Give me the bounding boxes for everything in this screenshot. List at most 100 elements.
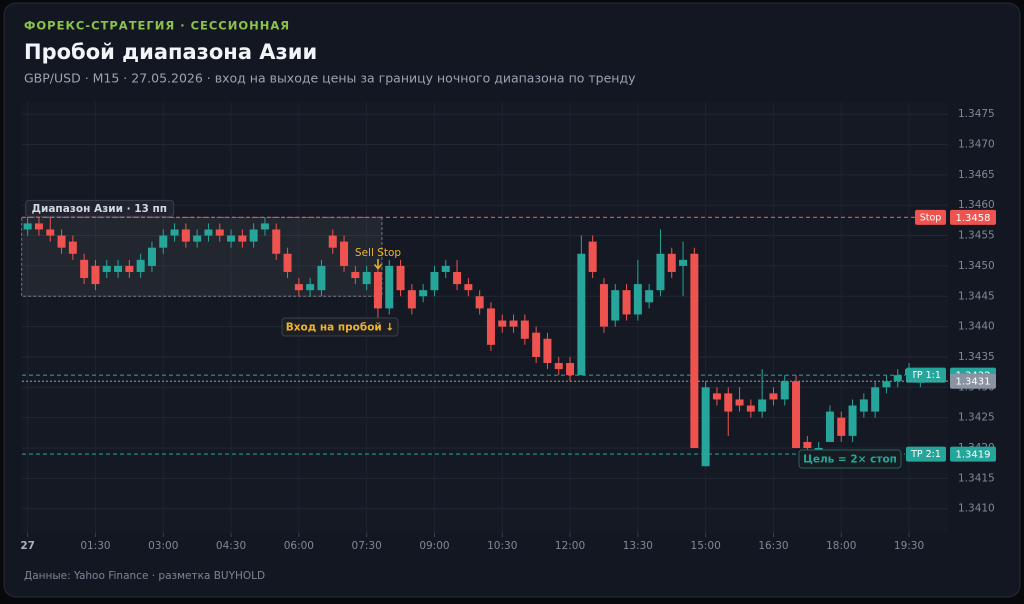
y-tick-label: 1.3465: [958, 169, 995, 181]
candle-body: [701, 387, 710, 467]
x-tick-label: 19:30: [894, 540, 924, 552]
entry-label: Вход на пробой ↓: [286, 322, 394, 334]
y-tick-label: 1.3440: [958, 321, 995, 333]
candle-body: [193, 235, 202, 242]
y-tick-label: 1.3470: [958, 138, 995, 150]
candle-body: [498, 320, 507, 327]
candle-body: [34, 223, 43, 230]
candle-body: [340, 241, 349, 266]
candle-body: [893, 375, 902, 382]
y-tick-label: 1.3475: [958, 108, 995, 120]
y-tick-label: 1.3415: [958, 472, 995, 484]
level-price: 1.3419: [956, 450, 991, 461]
candle-body: [272, 229, 281, 254]
candle-body: [227, 235, 236, 242]
candle-body: [724, 393, 733, 412]
grid: 1.34101.34151.34201.34251.34301.34351.34…: [20, 102, 995, 552]
candle-body: [554, 363, 563, 370]
candle-body: [780, 381, 789, 400]
candle-body: [57, 235, 66, 248]
level-tag: TP 1:1: [910, 370, 941, 381]
kicker: ФОРЕКС-СТРАТЕГИЯ · СЕССИОННАЯ: [24, 19, 290, 33]
level-price-box: [950, 209, 996, 225]
candle-body: [80, 259, 89, 279]
candle-body: [407, 290, 416, 309]
candle-body: [871, 387, 880, 412]
candle-body: [679, 259, 688, 266]
candle-body: [68, 241, 77, 254]
level-price-box: [950, 373, 996, 389]
candle-body: [792, 381, 801, 449]
candle-body: [566, 363, 575, 376]
asia-label: Диапазон Азии · 13 пп: [32, 203, 167, 215]
candle-body: [520, 320, 529, 339]
x-tick-label: 15:00: [691, 540, 721, 552]
asia-range-box: [21, 216, 383, 297]
x-tick-label: 01:30: [80, 540, 110, 552]
level-price: 1.3431: [956, 377, 991, 388]
candle-body: [758, 399, 767, 412]
candle-body: [46, 229, 55, 236]
level-tag: Stop: [920, 212, 942, 223]
annotations: Sell Stop Вход на пробой ↓ Цель = 2× сто…: [281, 247, 902, 469]
candle-body: [746, 405, 755, 412]
candle-body: [204, 229, 213, 236]
candle-body: [543, 338, 552, 364]
candle-body: [23, 223, 32, 230]
y-tick-label: 1.3460: [958, 199, 995, 211]
candle-body: [588, 241, 597, 272]
candle-body: [317, 265, 326, 291]
y-tick-label: 1.3425: [958, 412, 995, 424]
candle-body: [769, 393, 778, 400]
candles: [23, 217, 925, 467]
candle-body: [475, 296, 484, 309]
level-tag-box: [915, 209, 946, 225]
candle-body: [159, 235, 168, 248]
candle-body: [690, 253, 699, 449]
sell-stop-label: Sell Stop: [355, 247, 402, 259]
candle-body: [656, 253, 665, 291]
x-tick-label: 18:00: [826, 540, 856, 552]
candle-body: [114, 265, 123, 272]
level-price-box: [950, 446, 996, 462]
candle-body: [170, 229, 179, 236]
candle-body: [294, 284, 303, 291]
y-tick-label: 1.3445: [958, 290, 995, 302]
level-tag-box: [906, 367, 946, 383]
x-tick-label: 10:30: [487, 540, 517, 552]
y-tick-label: 1.3410: [958, 503, 995, 515]
candle-body: [825, 411, 834, 442]
level-tag-box: [906, 446, 946, 462]
candle-body: [125, 265, 134, 272]
candle-body: [328, 235, 337, 248]
candle-body: [249, 229, 258, 242]
candle-body: [385, 265, 394, 309]
x-tick-label: 06:00: [284, 540, 314, 552]
x-tick-label: 12:00: [555, 540, 585, 552]
candle-body: [611, 290, 620, 321]
candle-body: [532, 332, 541, 357]
candle-body: [181, 229, 190, 242]
x-tick-label: 03:00: [148, 540, 178, 552]
candle-body: [102, 265, 111, 272]
candle-body: [916, 381, 925, 383]
level-price: 1.3458: [956, 213, 991, 224]
candle-body: [238, 235, 247, 242]
candle-body: [136, 259, 145, 272]
x-tick-label: 16:30: [758, 540, 788, 552]
candle-body: [599, 284, 608, 327]
footer: Данные: Yahoo Finance · разметка BUYHOLD: [24, 570, 265, 582]
candle-body: [905, 369, 914, 376]
candle-body: [215, 229, 224, 236]
level-tag: TP 2:1: [910, 449, 941, 460]
y-tick-label: 1.3450: [958, 260, 995, 272]
candle-body: [735, 399, 744, 406]
chart-title: Пробой диапазона Азии: [24, 40, 317, 64]
candle-body: [633, 284, 642, 315]
candle-body: [441, 265, 450, 272]
candle-body: [712, 393, 721, 400]
candle-body: [396, 265, 405, 291]
y-tick-label: 1.3455: [958, 230, 995, 242]
candle-body: [283, 253, 292, 272]
